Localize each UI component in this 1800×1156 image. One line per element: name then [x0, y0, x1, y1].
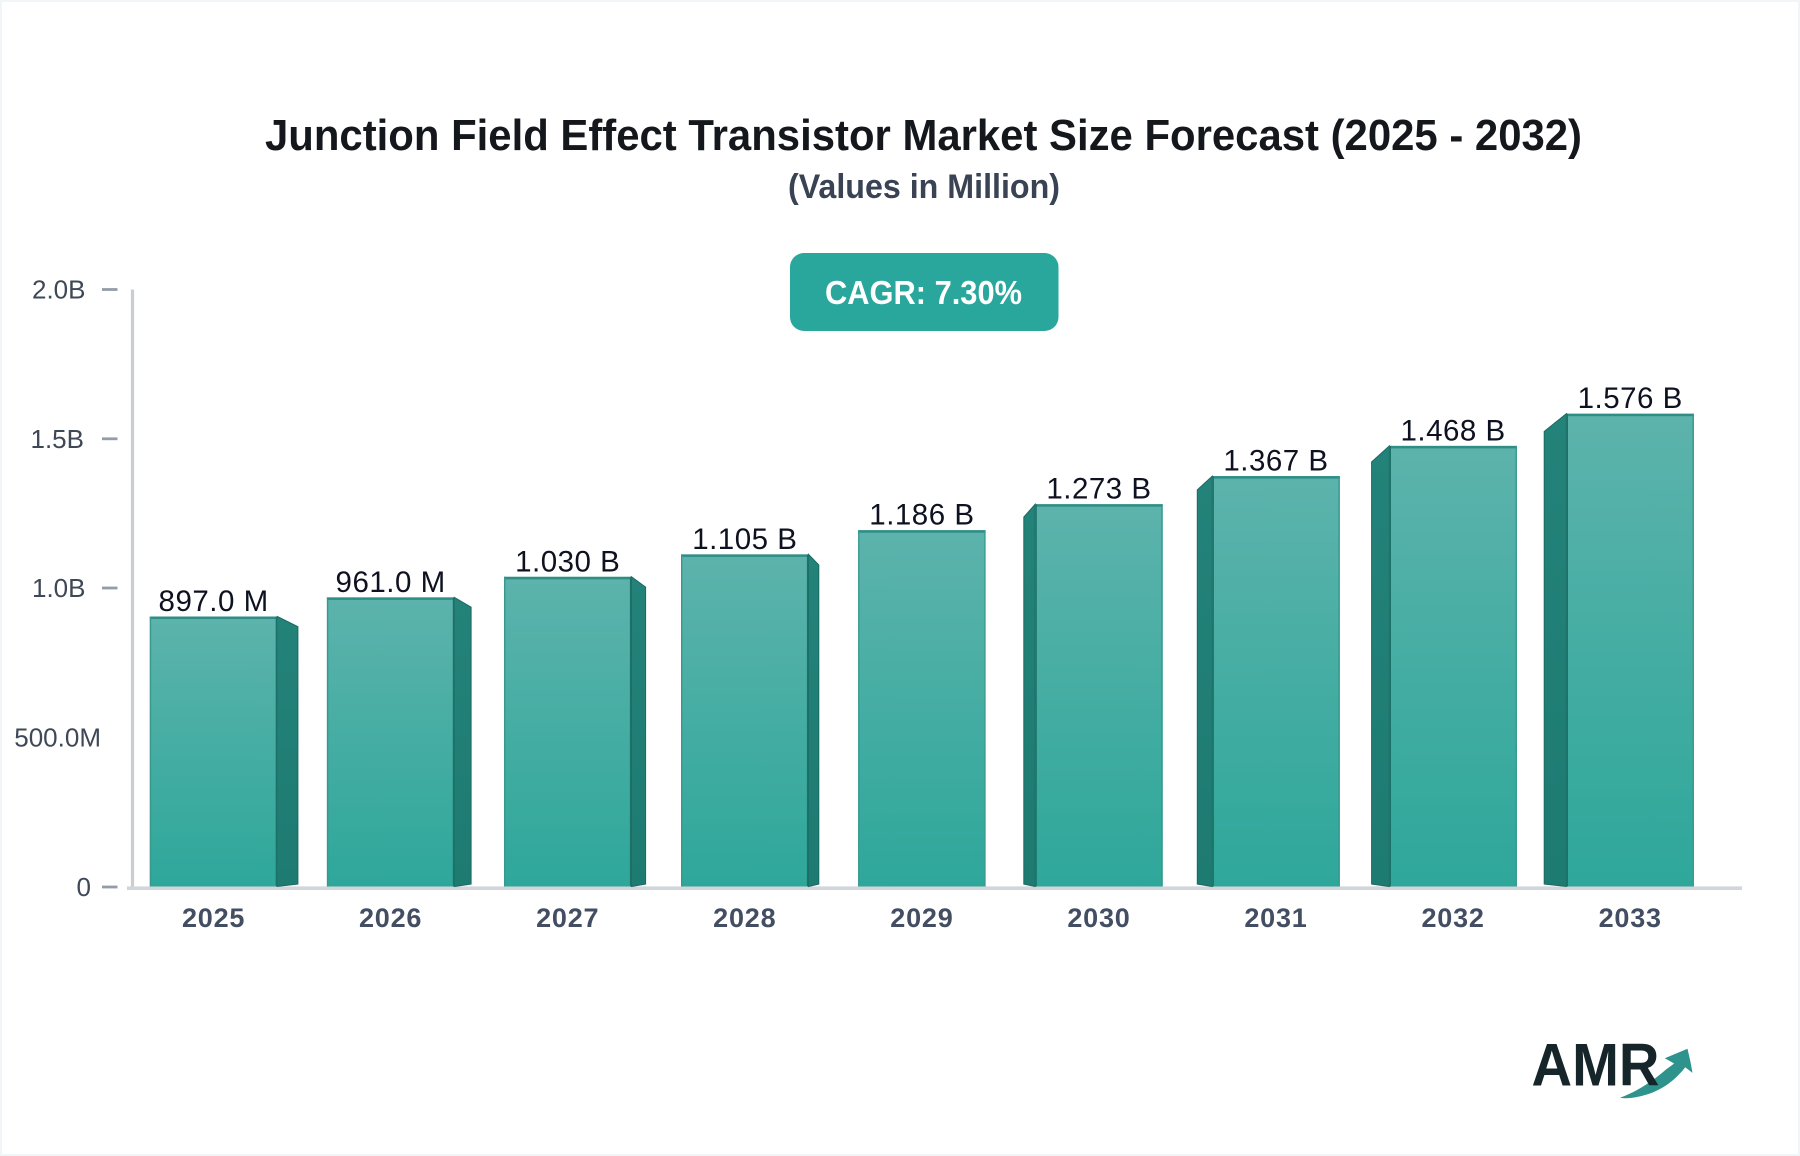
svg-text:1.186 B: 1.186 B: [869, 499, 974, 532]
svg-text:Junction Field Effect Transist: Junction Field Effect Transistor Market …: [265, 111, 1582, 160]
svg-text:1.0B: 1.0B: [32, 573, 86, 603]
svg-text:2033: 2033: [1599, 903, 1662, 933]
svg-text:1.030 B: 1.030 B: [515, 545, 620, 578]
svg-text:2031: 2031: [1244, 903, 1307, 933]
svg-text:500.0M: 500.0M: [14, 723, 101, 753]
svg-text:2.0B: 2.0B: [32, 275, 86, 305]
svg-text:1.105 B: 1.105 B: [692, 523, 797, 556]
svg-text:2025: 2025: [182, 903, 245, 933]
svg-text:1.5B: 1.5B: [31, 424, 85, 454]
svg-text:(Values in Million): (Values in Million): [788, 168, 1060, 206]
svg-text:1.468 B: 1.468 B: [1400, 414, 1505, 447]
svg-text:1.367 B: 1.367 B: [1223, 445, 1328, 478]
svg-text:2026: 2026: [359, 903, 422, 933]
svg-text:1.273 B: 1.273 B: [1046, 473, 1151, 506]
svg-text:2032: 2032: [1421, 903, 1484, 933]
svg-text:897.0 M: 897.0 M: [159, 585, 269, 618]
svg-text:2027: 2027: [536, 903, 599, 933]
svg-text:2029: 2029: [890, 903, 953, 933]
svg-text:AMR: AMR: [1532, 1032, 1660, 1099]
svg-text:1.576 B: 1.576 B: [1578, 382, 1683, 415]
svg-text:CAGR: 7.30%: CAGR: 7.30%: [825, 274, 1022, 311]
svg-text:2030: 2030: [1067, 903, 1130, 933]
svg-text:2028: 2028: [713, 903, 776, 933]
svg-text:961.0 M: 961.0 M: [336, 566, 446, 599]
svg-text:0: 0: [77, 872, 91, 902]
